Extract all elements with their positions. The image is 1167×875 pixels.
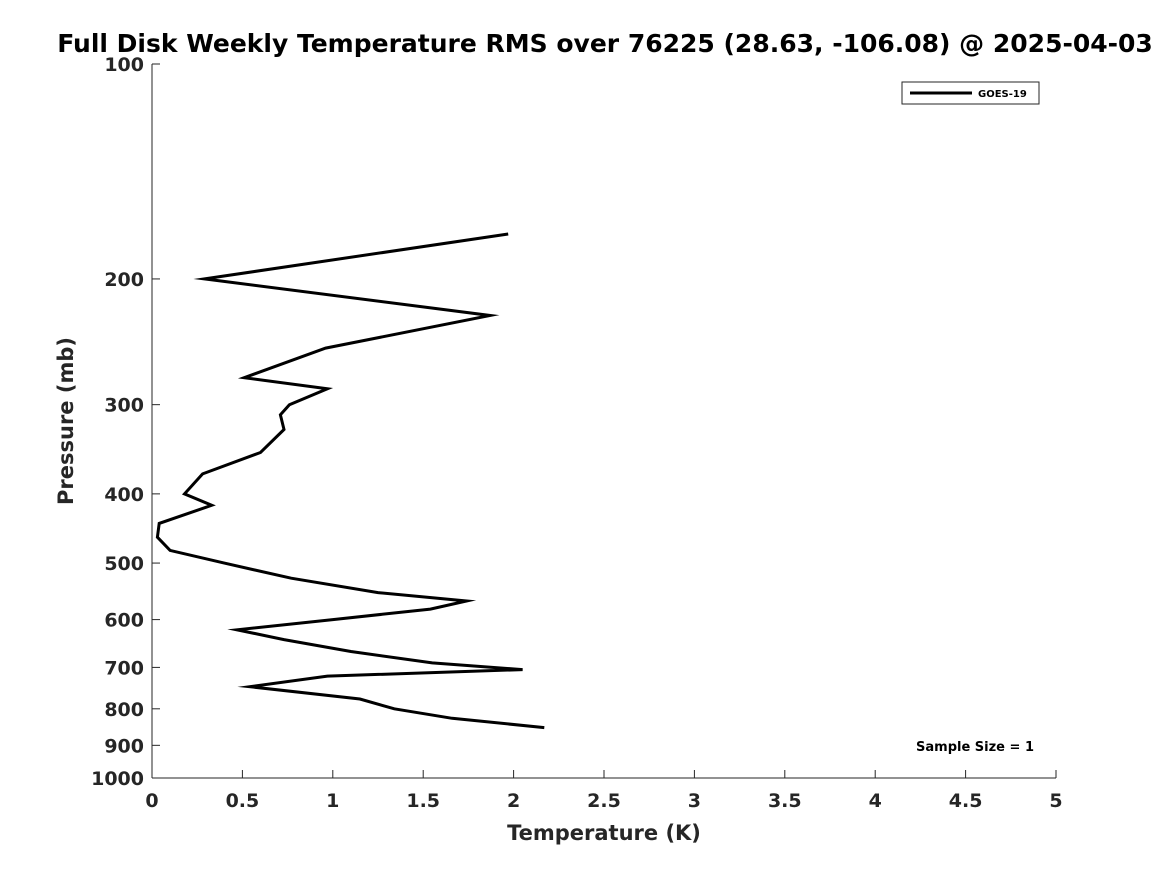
x-tick-label: 0.5 [226,790,260,812]
series-line-goes-19 [155,232,545,730]
x-tick-label: 5 [1049,790,1062,812]
y-tick-label: 200 [104,269,144,291]
x-tick-label: 0 [145,790,158,812]
x-tick-label: 1.5 [406,790,440,812]
y-axis-label: Pressure (mb) [54,337,78,505]
x-tick-label: 2 [507,790,520,812]
y-ticks: 100 200 300 400 500 600 700 800 900 1000 [91,54,160,790]
x-tick-label: 3.5 [768,790,802,812]
x-tick-label: 2.5 [587,790,621,812]
x-tick-label: 4.5 [949,790,983,812]
x-ticks: 0 0.5 1 1.5 2 2.5 3 3.5 4 4.5 5 [145,770,1063,812]
y-tick-label: 600 [104,610,144,632]
axes [151,64,1056,779]
y-tick-label: 500 [104,553,144,575]
sample-size-annotation: Sample Size = 1 [916,740,1034,755]
y-tick-label: 100 [104,54,144,76]
y-tick-label: 1000 [91,768,144,790]
x-tick-label: 3 [688,790,701,812]
y-tick-label: 400 [104,484,144,506]
y-tick-label: 800 [104,699,144,721]
y-tick-label: 700 [104,657,144,679]
legend: GOES-19 [901,81,1040,105]
series [155,232,545,730]
legend-label-goes-19: GOES-19 [978,89,1027,100]
x-axis-label: Temperature (K) [507,821,701,845]
y-tick-label: 300 [104,395,144,417]
chart-title: Full Disk Weekly Temperature RMS over 76… [57,29,1153,58]
y-tick-label: 900 [104,735,144,757]
x-tick-label: 4 [869,790,882,812]
x-tick-label: 1 [326,790,339,812]
